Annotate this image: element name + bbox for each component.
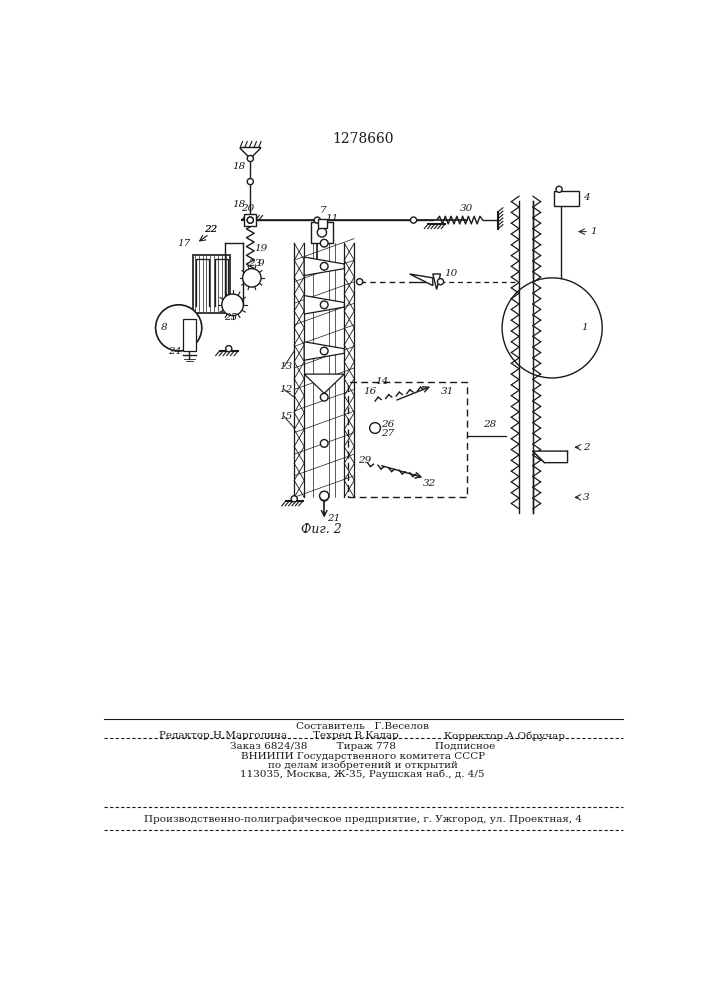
Polygon shape <box>304 257 344 276</box>
Polygon shape <box>433 274 440 289</box>
Text: 3: 3 <box>583 493 590 502</box>
Circle shape <box>556 186 562 192</box>
Text: 22: 22 <box>204 225 217 234</box>
Text: 18: 18 <box>233 200 246 209</box>
Text: 11: 11 <box>305 267 319 276</box>
Text: 11: 11 <box>325 214 338 223</box>
Text: 4: 4 <box>583 192 590 202</box>
Text: по делам изобретений и открытий: по делам изобретений и открытий <box>268 761 457 770</box>
Bar <box>311 222 333 243</box>
Circle shape <box>247 179 253 185</box>
Text: 1278660: 1278660 <box>332 132 394 146</box>
Text: Фиг. 2: Фиг. 2 <box>300 523 341 536</box>
Polygon shape <box>304 374 344 393</box>
Text: 1: 1 <box>581 323 588 332</box>
Bar <box>318 219 327 228</box>
Circle shape <box>320 393 328 401</box>
Text: Заказ 6824/38         Тираж 778            Подписное: Заказ 6824/38 Тираж 778 Подписное <box>230 742 496 751</box>
Text: 12: 12 <box>279 385 292 394</box>
Circle shape <box>320 301 328 309</box>
Text: 7: 7 <box>320 206 326 215</box>
Text: 22: 22 <box>204 225 217 234</box>
Text: Техред В.Кадар: Техред В.Кадар <box>313 732 399 740</box>
Circle shape <box>438 279 443 285</box>
Text: 1: 1 <box>590 227 597 236</box>
Text: 113035, Москва, Ж-35, Раушская наб., д. 4/5: 113035, Москва, Ж-35, Раушская наб., д. … <box>240 770 485 779</box>
Circle shape <box>222 294 243 316</box>
Circle shape <box>356 279 363 285</box>
Text: 23: 23 <box>248 259 262 268</box>
Circle shape <box>247 217 253 223</box>
Circle shape <box>411 217 416 223</box>
Text: Производственно-полиграфическое предприятие, г. Ужгород, ул. Проектная, 4: Производственно-полиграфическое предприя… <box>144 815 582 824</box>
Polygon shape <box>304 296 344 314</box>
Circle shape <box>247 155 253 162</box>
Circle shape <box>320 491 329 500</box>
Bar <box>554 191 579 206</box>
Bar <box>192 255 230 312</box>
Circle shape <box>320 347 328 355</box>
Text: 31: 31 <box>440 387 454 396</box>
Circle shape <box>320 493 328 501</box>
Polygon shape <box>409 274 433 286</box>
Circle shape <box>247 217 253 223</box>
Text: 10: 10 <box>444 269 457 278</box>
Text: 14: 14 <box>375 377 388 386</box>
Text: 26: 26 <box>381 420 395 429</box>
Text: Корректор А.Обручар: Корректор А.Обручар <box>444 731 566 741</box>
Text: 17: 17 <box>177 239 190 248</box>
Text: 29: 29 <box>358 456 371 465</box>
Text: 15: 15 <box>279 412 292 421</box>
Circle shape <box>320 262 328 270</box>
Circle shape <box>314 217 320 223</box>
Text: 8: 8 <box>160 323 167 332</box>
Text: Составитель   Г.Веселов: Составитель Г.Веселов <box>296 722 429 731</box>
Text: 19: 19 <box>254 244 267 253</box>
Circle shape <box>243 269 261 287</box>
Circle shape <box>291 496 297 502</box>
Text: Редактор Н.Марголина: Редактор Н.Марголина <box>160 732 288 740</box>
Text: 13: 13 <box>279 362 292 371</box>
Bar <box>182 319 197 351</box>
Text: 32: 32 <box>423 479 436 488</box>
Text: 9: 9 <box>258 259 264 268</box>
Circle shape <box>320 239 328 247</box>
Circle shape <box>320 440 328 447</box>
Text: ВНИИПИ Государственного комитета СССР: ВНИИПИ Государственного комитета СССР <box>240 752 485 761</box>
Text: 21: 21 <box>327 514 341 523</box>
Bar <box>244 214 257 226</box>
Circle shape <box>156 305 201 351</box>
Text: 28: 28 <box>483 420 496 429</box>
Text: 25: 25 <box>224 313 238 322</box>
Text: 20: 20 <box>241 204 255 213</box>
Text: 30: 30 <box>460 204 473 213</box>
Text: 18: 18 <box>233 162 246 171</box>
Circle shape <box>226 346 232 352</box>
Text: 2: 2 <box>583 443 590 452</box>
Text: 27: 27 <box>381 429 395 438</box>
Polygon shape <box>304 342 344 360</box>
Circle shape <box>370 423 380 433</box>
Circle shape <box>317 228 327 237</box>
Text: 16: 16 <box>363 387 377 396</box>
Polygon shape <box>533 451 568 463</box>
Text: 24: 24 <box>168 347 181 356</box>
